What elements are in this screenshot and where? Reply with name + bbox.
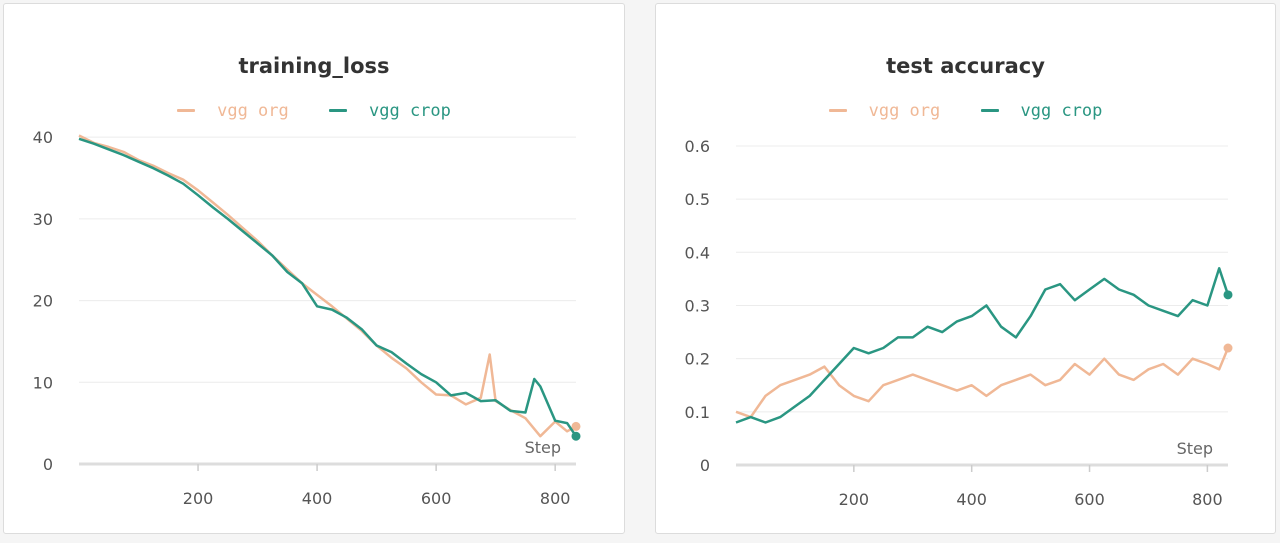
series-line-vgg-org xyxy=(78,134,577,438)
legend-item-vgg-org[interactable]: vgg org xyxy=(828,100,941,121)
series-end-point-vgg-crop xyxy=(571,431,581,441)
y-tick-label: 0 xyxy=(700,456,710,475)
chart-title: training_loss xyxy=(238,54,390,78)
y-tick-label: 0.1 xyxy=(685,403,710,422)
x-axis-label: Step xyxy=(1177,439,1213,458)
x-tick-label: 200 xyxy=(839,490,870,509)
x-tick-label: 600 xyxy=(421,489,452,508)
legend-swatch-vgg-org xyxy=(828,109,847,112)
legend: vgg org vgg crop xyxy=(656,97,1275,121)
test-accuracy-plot: 0 0.1 0.2 0.3 0.4 0.5 0.6 200 400 600 800 Step xyxy=(685,137,1233,509)
y-tick-label: 0.5 xyxy=(685,190,710,209)
legend-swatch-vgg-crop xyxy=(329,109,347,112)
series-line-vgg-crop xyxy=(735,267,1230,424)
legend-label-vgg-crop: vgg crop xyxy=(369,100,451,121)
x-axis-label: Step xyxy=(525,438,561,457)
legend-swatch-vgg-crop xyxy=(980,109,999,112)
x-tick-label: 600 xyxy=(1074,490,1105,509)
y-tick-label: 0.3 xyxy=(685,296,710,315)
series-end-point-vgg-crop xyxy=(1223,290,1233,300)
y-tick-label: 10 xyxy=(33,373,53,392)
legend-item-vgg-crop[interactable]: vgg crop xyxy=(980,100,1103,121)
y-tick-label: 0.2 xyxy=(685,350,710,369)
legend-swatch-vgg-org xyxy=(177,109,196,112)
x-tick-label: 400 xyxy=(956,490,987,509)
legend-label-vgg-org: vgg org xyxy=(217,100,289,121)
legend-label-vgg-org: vgg org xyxy=(868,100,941,121)
y-tick-label: 30 xyxy=(33,210,53,229)
chart-title: test accuracy xyxy=(886,54,1045,78)
x-tick-label: 800 xyxy=(540,489,571,508)
y-tick-label: 0.6 xyxy=(685,137,710,156)
y-tick-label: 40 xyxy=(33,128,53,147)
series-end-point-vgg-org xyxy=(1223,343,1233,353)
test-accuracy-panel: test accuracy vgg org vgg crop 0 0.1 0.2 0.… xyxy=(655,3,1276,534)
training-loss-panel: training_loss vgg org vgg crop 0 10 20 30 40… xyxy=(3,3,625,534)
series-end-point-vgg-org xyxy=(571,421,581,431)
legend-item-vgg-crop[interactable]: vgg crop xyxy=(329,101,451,121)
series-line-vgg-org xyxy=(735,347,1230,419)
x-tick-label: 400 xyxy=(302,489,333,508)
y-tick-label: 0.4 xyxy=(685,243,710,262)
y-tick-label: 0 xyxy=(43,455,53,474)
legend-label-vgg-crop: vgg crop xyxy=(1020,100,1103,121)
y-tick-label: 20 xyxy=(33,292,53,311)
series-line-vgg-crop xyxy=(78,137,578,437)
training-loss-plot: 0 10 20 30 40 200 400 600 800 Step xyxy=(33,128,581,508)
legend-item-vgg-org[interactable]: vgg org xyxy=(177,101,289,121)
x-tick-label: 800 xyxy=(1192,490,1223,509)
legend: vgg org vgg crop xyxy=(4,97,624,121)
x-tick-label: 200 xyxy=(183,489,214,508)
